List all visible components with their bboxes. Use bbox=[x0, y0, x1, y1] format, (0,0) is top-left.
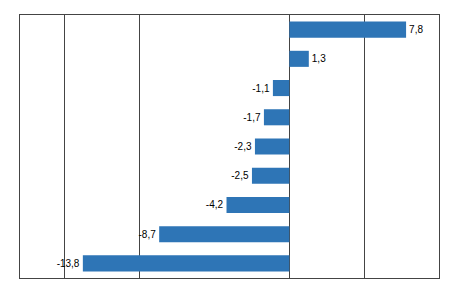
svg-text:-13,8: -13,8 bbox=[57, 258, 80, 269]
svg-text:-2,3: -2,3 bbox=[234, 141, 252, 152]
svg-text:-1,7: -1,7 bbox=[243, 112, 261, 123]
svg-text:-2,5: -2,5 bbox=[231, 170, 249, 181]
svg-text:7,8: 7,8 bbox=[409, 24, 423, 35]
svg-text:-8,7: -8,7 bbox=[139, 229, 157, 240]
svg-text:-4,2: -4,2 bbox=[206, 199, 224, 210]
svg-text:-1,1: -1,1 bbox=[252, 83, 270, 94]
svg-text:1,3: 1,3 bbox=[312, 53, 326, 64]
